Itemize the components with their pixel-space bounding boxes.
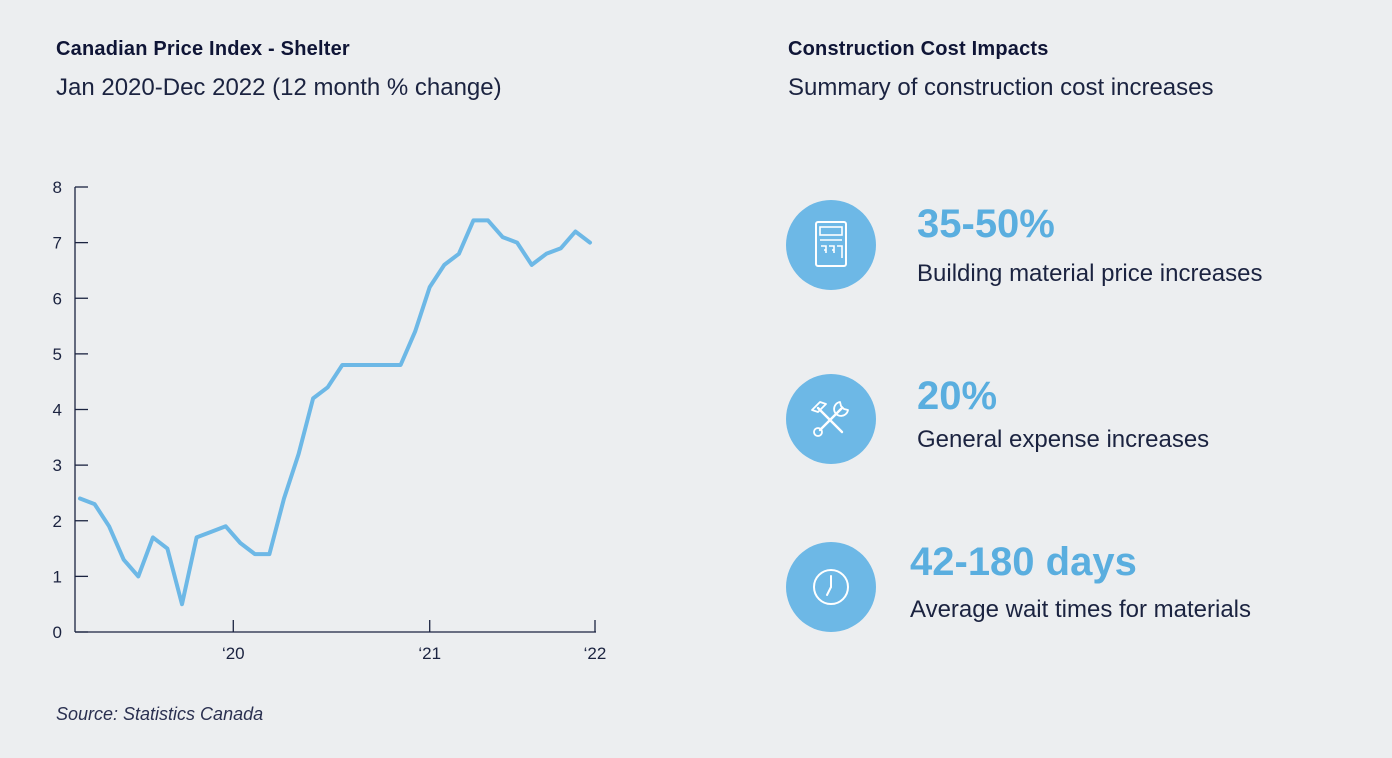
data-point [544,252,548,256]
data-point [340,363,344,367]
stat-label: Building material price increases [917,260,1263,287]
y-tick-label: 3 [53,456,62,475]
construction-subtitle: Summary of construction cost increases [788,74,1214,101]
data-point [530,263,534,267]
data-point [209,530,213,534]
data-point [122,558,126,562]
data-point [180,602,184,606]
series-line [78,218,592,607]
x-axis: ‘20 ‘21 ‘22 [75,620,606,663]
data-point [457,252,461,256]
data-point [326,385,330,389]
series-layer [78,218,592,607]
data-point [501,235,505,239]
data-point [515,241,519,245]
data-point [355,363,359,367]
data-point [297,452,301,456]
x-tick-label: ‘20 [222,644,245,663]
stat-value: 20% [917,374,998,418]
data-point [399,363,403,367]
data-point [471,218,475,222]
stat-label: Average wait times for materials [910,596,1252,623]
y-tick-label: 5 [53,345,62,364]
tools-icon [786,374,876,464]
data-point [151,535,155,539]
y-axis: 0 1 2 3 4 5 6 7 8 [53,178,88,642]
x-tick-label: ‘22 [584,644,607,663]
data-point [165,547,169,551]
data-point [486,218,490,222]
data-point [559,246,563,250]
data-point [136,574,140,578]
data-point [78,497,82,501]
x-tick-label: ‘21 [418,644,441,663]
shelter-line-chart: 0 1 2 3 4 5 6 7 8 ‘20 ‘21 ‘22 [53,178,607,663]
data-point [413,330,417,334]
data-point [442,263,446,267]
stat-label: General expense increases [917,426,1210,453]
stat-value: 35-50% [917,202,1055,246]
data-point [428,285,432,289]
chart-title: Canadian Price Index - Shelter [56,38,350,60]
chart-subtitle: Jan 2020-Dec 2022 (12 month % change) [56,74,502,101]
y-tick-label: 7 [53,234,62,253]
data-point [224,524,228,528]
data-point [384,363,388,367]
data-point [238,541,242,545]
y-tick-label: 8 [53,178,62,197]
clock-icon [786,542,876,632]
data-point [282,497,286,501]
data-point [253,552,257,556]
data-point [588,241,592,245]
data-point [573,230,577,234]
y-tick-label: 1 [53,567,62,586]
calculator-icon [786,200,876,290]
construction-title: Construction Cost Impacts [788,38,1049,60]
data-point [195,535,199,539]
data-point [267,552,271,556]
y-tick-label: 6 [53,289,62,308]
source-note: Source: Statistics Canada [56,704,264,724]
y-tick-label: 2 [53,512,62,531]
data-point [107,524,111,528]
data-point [93,502,97,506]
data-point [311,396,315,400]
data-point [369,363,373,367]
y-tick-label: 4 [53,401,62,420]
stat-value: 42-180 days [910,540,1137,584]
y-tick-label: 0 [53,623,62,642]
